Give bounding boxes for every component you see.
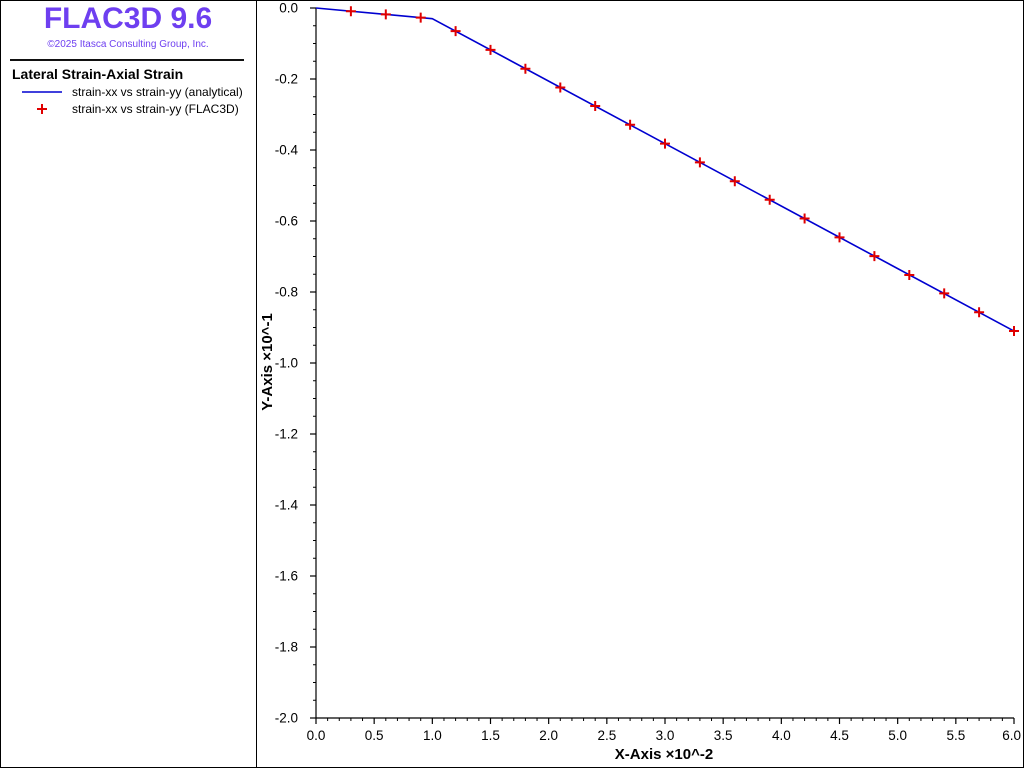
- series-line-0: [315, 7, 1015, 332]
- x-tick-label: 2.5: [597, 728, 616, 743]
- legend-label-analytical: strain-xx vs strain-yy (analytical): [72, 85, 243, 99]
- x-tick-label: 0.5: [365, 728, 384, 743]
- data-point-marker: [485, 44, 496, 55]
- chart-plot-area[interactable]: 0.0 -0.2 -0.4 -0.6 -0.8 -1.0 -1.2 -1.4 -1.6 -1.8 -…: [257, 0, 1024, 768]
- data-point-marker: [834, 232, 845, 243]
- data-point-marker: [450, 26, 461, 37]
- data-point-marker: [555, 82, 566, 93]
- data-point-marker: [869, 251, 880, 262]
- x-axis-ticks: 0.0 0.5 1.0 1.5 2.0 2.5 3.0 3.5 4.0 4.5 5.0 5.5 6.0: [307, 718, 1021, 743]
- series-layer: [315, 6, 1019, 337]
- data-point-marker: [520, 63, 531, 74]
- x-tick-label: 3.5: [714, 728, 733, 743]
- data-point-marker: [625, 119, 636, 130]
- y-tick-label: -0.6: [275, 214, 298, 229]
- x-tick-label: 0.0: [307, 728, 326, 743]
- data-point-marker: [904, 269, 915, 280]
- y-tick-label: -0.4: [275, 143, 299, 158]
- y-tick-label: 0.0: [279, 1, 298, 16]
- minor-ticks: [313, 25, 1003, 721]
- app-title: FLAC3D 9.6: [43, 2, 213, 35]
- y-tick-label: -0.2: [275, 72, 298, 87]
- copyright-text: ©2025 Itasca Consulting Group, Inc.: [47, 39, 209, 50]
- data-point-marker: [799, 213, 810, 224]
- y-axis-ticks: 0.0 -0.2 -0.4 -0.6 -0.8 -1.0 -1.2 -1.4 -1.6 -1.8 -…: [275, 1, 316, 726]
- data-point-marker: [974, 307, 985, 318]
- x-tick-label: 5.5: [946, 728, 965, 743]
- x-tick-label: 2.0: [539, 728, 558, 743]
- legend-line-swatch: [22, 91, 62, 93]
- legend-divider: [10, 59, 244, 61]
- x-tick-label: 4.0: [772, 728, 791, 743]
- data-point-marker: [1009, 326, 1019, 337]
- x-tick-label: 6.0: [1002, 728, 1021, 743]
- x-tick-label: 1.0: [423, 728, 442, 743]
- data-point-marker: [660, 138, 670, 149]
- data-point-marker: [415, 12, 426, 23]
- y-axis-title: Y-Axis ×10^-1: [259, 313, 276, 411]
- data-point-marker: [590, 100, 601, 111]
- y-tick-label: -1.4: [275, 498, 299, 513]
- data-point-marker: [345, 6, 356, 17]
- x-tick-label: 3.0: [656, 728, 675, 743]
- legend-title: Lateral Strain-Axial Strain: [12, 66, 184, 82]
- legend-item-flac3d: strain-xx vs strain-yy (FLAC3D): [0, 101, 256, 117]
- x-tick-label: 1.5: [481, 728, 500, 743]
- x-axis-title: X-Axis ×10^-2: [615, 746, 713, 763]
- legend-panel: FLAC3D 9.6 ©2025 Itasca Consulting Group…: [0, 0, 257, 768]
- legend-plus-marker-stroke: [37, 104, 47, 114]
- legend-label-flac3d: strain-xx vs strain-yy (FLAC3D): [72, 102, 239, 116]
- data-point-marker: [694, 157, 705, 168]
- data-point-marker: [939, 288, 950, 299]
- legend-item-analytical: strain-xx vs strain-yy (analytical): [0, 84, 256, 100]
- data-point-marker: [729, 176, 740, 187]
- x-tick-label: 5.0: [888, 728, 907, 743]
- y-tick-label: -1.8: [275, 640, 298, 655]
- y-tick-label: -1.6: [275, 569, 298, 584]
- legend-plus-marker: [37, 104, 47, 114]
- y-tick-label: -0.8: [275, 285, 298, 300]
- x-tick-label: 4.5: [830, 728, 849, 743]
- y-tick-label: -1.2: [275, 427, 298, 442]
- data-point-marker: [764, 194, 775, 205]
- data-point-marker: [380, 9, 391, 20]
- y-tick-label: -2.0: [275, 711, 298, 726]
- y-tick-label: -1.0: [275, 356, 298, 371]
